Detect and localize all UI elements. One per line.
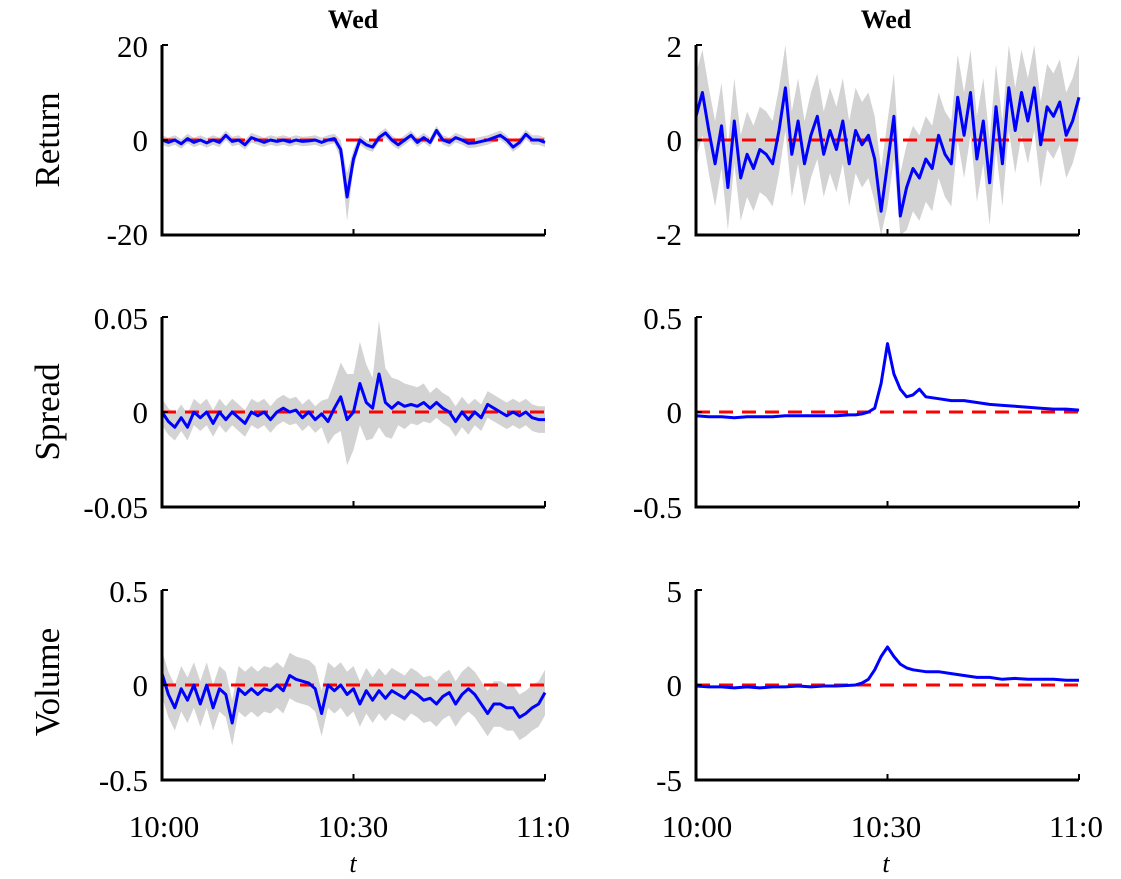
- x-tick-label: 11:0: [1049, 809, 1103, 844]
- panel-spread-right: 0.5 0 -0.5: [633, 301, 1080, 525]
- y-tick-label: 0: [667, 395, 683, 430]
- y-tick-label: -0.5: [99, 763, 148, 798]
- y-axis-label: Spread: [28, 363, 67, 461]
- x-tick-label: 10:00: [662, 809, 733, 844]
- panel-volume-right: 5 0 -5 10:00 10:30 11:0 t: [656, 574, 1103, 878]
- y-tick-label: 0.5: [643, 301, 682, 336]
- panel-return-right: Wed 2 0 -2: [656, 5, 1081, 252]
- y-tick-label: 5: [667, 574, 683, 609]
- y-tick-label: 0: [133, 123, 149, 158]
- y-tick-label: -0.5: [633, 490, 682, 525]
- y-tick-label: 0.5: [109, 574, 148, 609]
- x-tick-label: 10:00: [129, 809, 200, 844]
- x-tick-label: 11:0: [516, 809, 570, 844]
- x-axis-label: t: [882, 849, 890, 878]
- y-tick-label: -0.05: [83, 490, 148, 525]
- y-tick-label: 0: [133, 668, 149, 703]
- panel-return-left: Wed 20 0 -20 Return: [28, 5, 546, 252]
- y-tick-label: 0: [133, 395, 149, 430]
- y-tick-label: 2: [667, 29, 683, 64]
- y-tick-label: -5: [656, 763, 682, 798]
- y-tick-label: 0: [667, 668, 683, 703]
- x-tick-label: 10:30: [851, 809, 922, 844]
- confidence-band: [162, 320, 545, 466]
- y-tick-label: 0: [667, 123, 683, 158]
- series-line: [160, 673, 547, 725]
- y-tick-label: -20: [107, 217, 148, 252]
- panel-spread-left: 0.05 0 -0.05 Spread: [28, 301, 546, 525]
- series-line: [160, 372, 545, 429]
- series-line: [695, 342, 1080, 420]
- x-tick-label: 10:30: [318, 809, 389, 844]
- confidence-band: [696, 646, 1079, 689]
- panel-title: Wed: [328, 5, 379, 34]
- x-axis-label: t: [349, 849, 357, 878]
- y-tick-label: 0.05: [94, 301, 148, 336]
- series-line: [695, 645, 1079, 690]
- series-line: [161, 129, 546, 199]
- panel-title: Wed: [861, 5, 912, 34]
- y-axis-label: Volume: [28, 628, 67, 736]
- confidence-band: [162, 125, 545, 221]
- series-line: [694, 86, 1081, 218]
- y-tick-label: 20: [117, 29, 148, 64]
- y-axis-label: Return: [28, 92, 67, 187]
- confidence-band: [162, 650, 545, 746]
- y-tick-label: -2: [656, 217, 682, 252]
- panel-volume-left: 0.5 0 -0.5 Volume 10:00 10:30 11:0 t: [28, 574, 570, 878]
